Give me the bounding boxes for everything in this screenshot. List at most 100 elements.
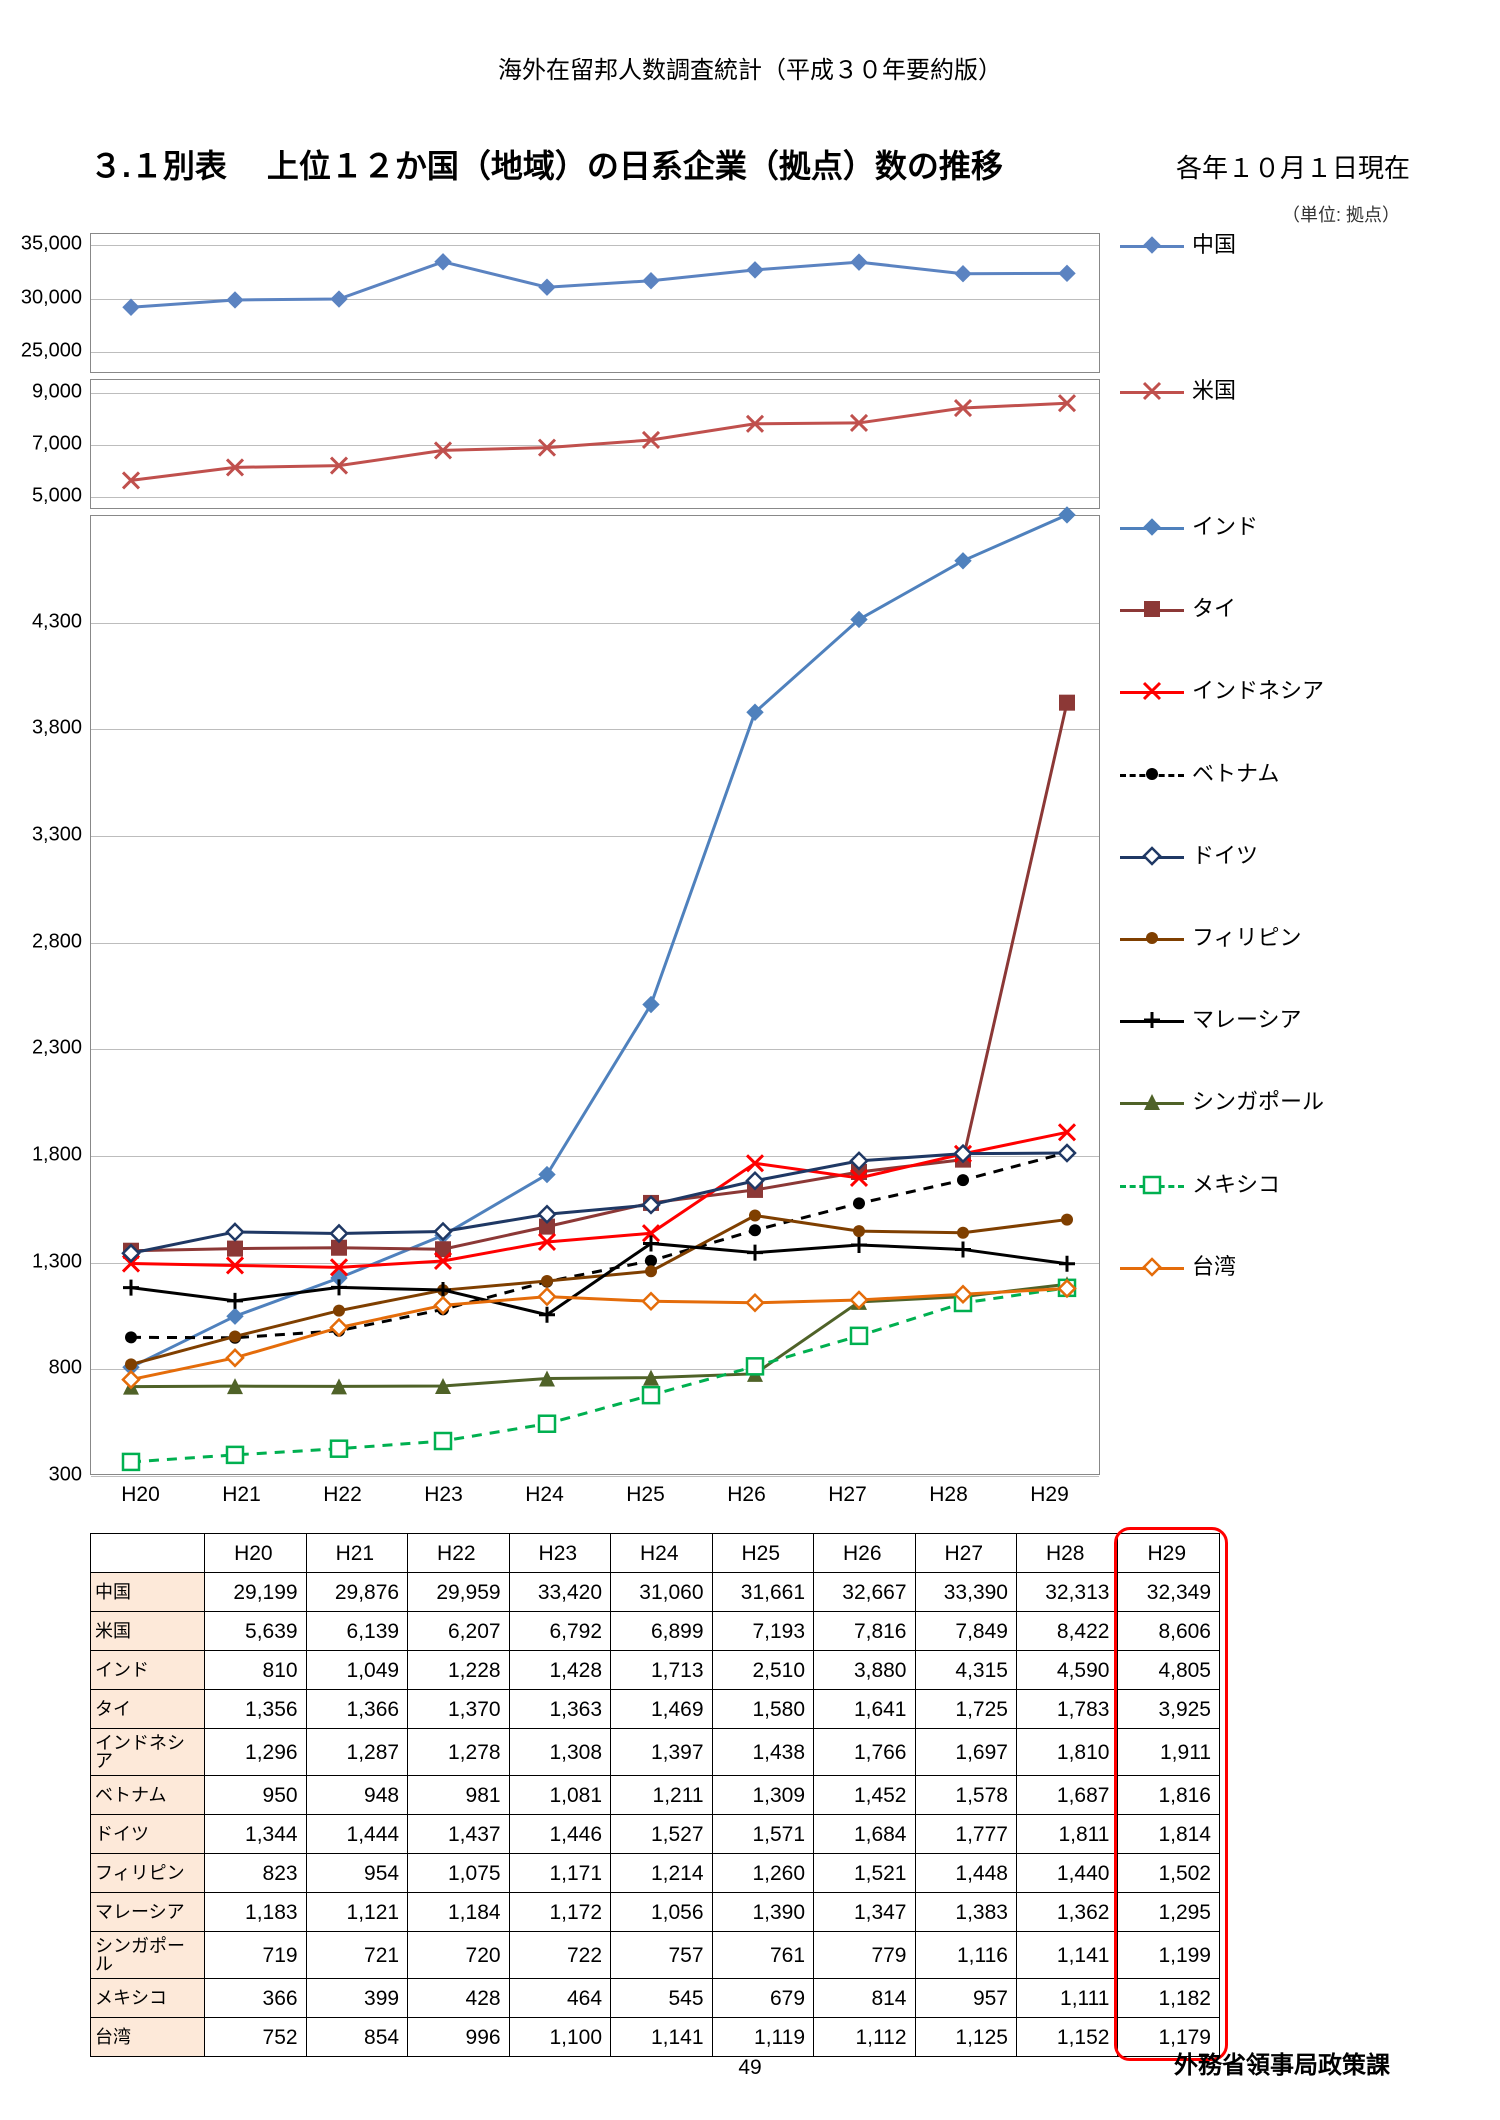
table-col-header: H23: [509, 1534, 610, 1573]
y-tick-label: 2,800: [32, 930, 82, 953]
table-cell: 428: [408, 1979, 509, 2018]
table-cell: 1,049: [306, 1651, 407, 1690]
table-cell: 1,502: [1118, 1854, 1220, 1893]
y-tick-label: 5,000: [32, 485, 82, 508]
as-of-date: 各年１０月１日現在: [1176, 148, 1410, 185]
table-cell: 1,810: [1016, 1729, 1117, 1776]
title-row: ３.１別表 上位１２か国（地域）の日系企業（拠点）数の推移 各年１０月１日現在: [90, 141, 1410, 187]
table-cell: 1,816: [1118, 1776, 1220, 1815]
table-cell: 996: [408, 2018, 509, 2057]
table-row-header: タイ: [91, 1690, 205, 1729]
legend-item: マレーシア: [1120, 1008, 1410, 1032]
table-cell: 1,141: [1016, 1932, 1117, 1979]
table-cell: 1,214: [611, 1854, 712, 1893]
table-row-header: シンガポール: [91, 1932, 205, 1979]
table-cell: 721: [306, 1932, 407, 1979]
table-cell: 1,100: [509, 2018, 610, 2057]
table-cell: 1,811: [1016, 1815, 1117, 1854]
legend-item: フィリピン: [1120, 926, 1410, 950]
table-row: 米国5,6396,1396,2076,7926,8997,1937,8167,8…: [91, 1612, 1220, 1651]
table-cell: 761: [712, 1932, 813, 1979]
legend-swatch: [1120, 926, 1184, 950]
table-cell: 1,152: [1016, 2018, 1117, 2057]
table-cell: 981: [408, 1776, 509, 1815]
table-row: 中国29,19929,87629,95933,42031,06031,66132…: [91, 1573, 1220, 1612]
legend-item: ドイツ: [1120, 844, 1410, 868]
table-row-header: 台湾: [91, 2018, 205, 2057]
table-col-header: H21: [306, 1534, 407, 1573]
table-cell: 399: [306, 1979, 407, 2018]
legend-label: 台湾: [1192, 1255, 1236, 1279]
table-cell: 1,119: [712, 2018, 813, 2057]
legend: インド タイ インドネシア ベトナム ドイツ フィリピン: [1100, 515, 1410, 1507]
table-cell: 33,390: [915, 1573, 1016, 1612]
section-title: 上位１２か国（地域）の日系企業（拠点）数の推移: [267, 141, 1176, 187]
y-tick-label: 9,000: [32, 381, 82, 404]
table-cell: 1,295: [1118, 1893, 1220, 1932]
x-tick-label: H23: [393, 1483, 494, 1507]
table-cell: 1,777: [915, 1815, 1016, 1854]
table-col-header: H24: [611, 1534, 712, 1573]
y-tick-label: 4,300: [32, 610, 82, 633]
table-cell: 1,911: [1118, 1729, 1220, 1776]
table-cell: 1,713: [611, 1651, 712, 1690]
table-cell: 722: [509, 1932, 610, 1979]
y-tick-label: 800: [49, 1357, 82, 1380]
table-cell: 1,684: [814, 1815, 915, 1854]
table-cell: 1,278: [408, 1729, 509, 1776]
table-row-header: 中国: [91, 1573, 205, 1612]
table-cell: 8,606: [1118, 1612, 1220, 1651]
legend-item: 米国: [1120, 379, 1410, 403]
table-cell: 1,356: [205, 1690, 306, 1729]
table-row-header: マレーシア: [91, 1893, 205, 1932]
legend-swatch: [1120, 1090, 1184, 1114]
table-cell: 1,344: [205, 1815, 306, 1854]
table-cell: 757: [611, 1932, 712, 1979]
table-row: 台湾7528549961,1001,1411,1191,1121,1251,15…: [91, 2018, 1220, 2057]
table-cell: 1,075: [408, 1854, 509, 1893]
y-tick-label: 3,800: [32, 717, 82, 740]
table-cell: 1,469: [611, 1690, 712, 1729]
table-cell: 1,308: [509, 1729, 610, 1776]
legend-item: ベトナム: [1120, 762, 1410, 786]
doc-header: 海外在留邦人数調査統計（平成３０年要約版）: [90, 50, 1410, 85]
table-row-header: ベトナム: [91, 1776, 205, 1815]
legend-label: メキシコ: [1192, 1173, 1280, 1197]
x-tick-label: H21: [191, 1483, 292, 1507]
table-cell: 1,687: [1016, 1776, 1117, 1815]
legend-item: 中国: [1120, 233, 1410, 257]
data-table-wrap: H20H21H22H23H24H25H26H27H28H29中国29,19929…: [90, 1533, 1410, 2057]
legend-item: メキシコ: [1120, 1173, 1410, 1197]
legend-label: ベトナム: [1192, 762, 1279, 786]
legend-item: インド: [1120, 515, 1410, 539]
table-cell: 752: [205, 2018, 306, 2057]
table-col-header: H26: [814, 1534, 915, 1573]
y-tick-label: 2,300: [32, 1037, 82, 1060]
y-tick-label: 25,000: [21, 340, 82, 363]
table-cell: 1,814: [1118, 1815, 1220, 1854]
table-cell: 810: [205, 1651, 306, 1690]
table-cell: 31,661: [712, 1573, 813, 1612]
table-row-header: インド: [91, 1651, 205, 1690]
table-cell: 1,112: [814, 2018, 915, 2057]
legend-swatch: [1120, 1255, 1184, 1279]
table-cell: 1,452: [814, 1776, 915, 1815]
table-cell: 1,183: [205, 1893, 306, 1932]
table-cell: 7,193: [712, 1612, 813, 1651]
table-cell: 854: [306, 2018, 407, 2057]
x-tick-label: H25: [595, 1483, 696, 1507]
table-cell: 4,590: [1016, 1651, 1117, 1690]
legend-swatch: [1120, 1008, 1184, 1032]
table-cell: 4,315: [915, 1651, 1016, 1690]
table-cell: 2,510: [712, 1651, 813, 1690]
x-tick-label: H27: [797, 1483, 898, 1507]
table-cell: 1,347: [814, 1893, 915, 1932]
table-cell: 1,116: [915, 1932, 1016, 1979]
chart-panel: 3008001,3001,8002,3002,8003,3003,8004,30…: [90, 515, 1410, 1507]
table-cell: 1,580: [712, 1690, 813, 1729]
table-cell: 545: [611, 1979, 712, 2018]
y-tick-label: 1,800: [32, 1144, 82, 1167]
y-tick-label: 3,300: [32, 824, 82, 847]
legend-label: マレーシア: [1192, 1008, 1302, 1032]
table-row-header: ドイツ: [91, 1815, 205, 1854]
